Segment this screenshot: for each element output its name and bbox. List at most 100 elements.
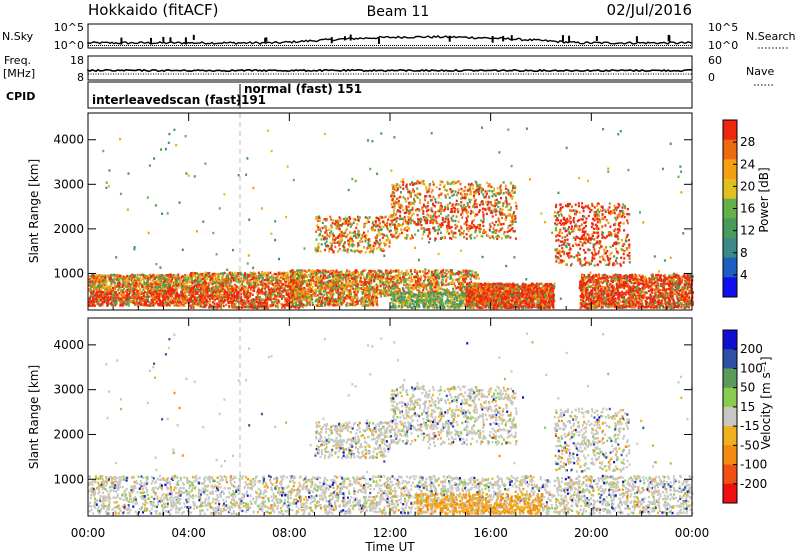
data-point [179, 279, 182, 282]
data-point [225, 275, 228, 278]
data-point [198, 294, 201, 297]
data-point [252, 306, 255, 309]
data-point [110, 273, 113, 277]
data-point [106, 288, 109, 292]
data-point [265, 285, 268, 288]
data-point [211, 292, 214, 296]
data-point [247, 287, 249, 291]
data-point [375, 289, 378, 292]
data-point [230, 277, 233, 281]
data-point [144, 274, 147, 277]
data-point [345, 294, 348, 297]
data-point [215, 306, 218, 310]
data-point [184, 275, 187, 278]
data-point [204, 278, 207, 281]
data-point [119, 288, 122, 291]
data-point [214, 281, 217, 285]
data-point [204, 285, 207, 288]
data-point [119, 284, 122, 287]
data-point [278, 294, 281, 297]
data-point [438, 277, 440, 280]
data-point [301, 303, 304, 307]
data-point [201, 298, 204, 301]
data-point [285, 278, 287, 281]
data-point [415, 274, 417, 277]
data-point [308, 289, 311, 292]
data-point [312, 271, 315, 274]
data-point [459, 288, 462, 291]
data-point [176, 302, 179, 306]
data-point [362, 289, 365, 293]
data-point [220, 306, 223, 310]
data-point [273, 303, 276, 306]
data-point [402, 276, 404, 279]
data-point [148, 286, 151, 289]
data-point [145, 276, 148, 279]
data-point [304, 298, 307, 301]
data-point [435, 277, 438, 280]
data-point [233, 294, 236, 297]
data-point [220, 283, 223, 286]
data-point [294, 285, 297, 288]
data-point [121, 296, 124, 299]
freq-trace [87, 68, 693, 75]
data-point [447, 282, 450, 286]
data-point [190, 274, 193, 278]
data-point [169, 294, 172, 298]
data-point [298, 286, 301, 289]
data-point [271, 277, 274, 280]
data-point [287, 278, 290, 281]
data-point [238, 278, 241, 281]
data-point [128, 293, 130, 296]
data-point [321, 272, 324, 275]
data-point [264, 304, 267, 307]
data-point [292, 293, 295, 297]
data-point [279, 285, 282, 288]
data-point [262, 273, 265, 276]
data-point [219, 299, 222, 303]
data-point [221, 297, 224, 300]
data-point [153, 275, 156, 278]
data-point [173, 285, 176, 289]
data-point [337, 281, 339, 285]
data-point [260, 290, 263, 294]
data-point [280, 285, 283, 288]
data-point [335, 283, 338, 287]
data-point [278, 288, 281, 291]
data-point [341, 277, 344, 280]
data-point [153, 302, 156, 305]
data-point [340, 273, 343, 276]
data-point [167, 298, 170, 302]
data-point [290, 301, 293, 304]
data-point [271, 282, 274, 286]
data-point [229, 297, 232, 300]
data-point [299, 291, 302, 294]
data-point [166, 295, 169, 299]
data-point [397, 269, 400, 272]
data-point [362, 303, 365, 306]
data-point [214, 280, 217, 283]
data-point [108, 298, 111, 302]
data-point [416, 279, 419, 282]
data-point [230, 280, 233, 283]
data-point [125, 294, 128, 297]
data-point [232, 279, 235, 282]
data-point [334, 273, 337, 276]
data-point [269, 291, 271, 295]
data-point [425, 284, 428, 287]
data-point [219, 292, 222, 295]
data-point [190, 306, 193, 309]
data-point [247, 293, 250, 296]
data-point [171, 299, 174, 302]
data-point [228, 291, 231, 295]
data-point [225, 296, 228, 299]
data-point [117, 295, 120, 298]
data-point [189, 291, 192, 294]
data-point [241, 303, 244, 306]
data-point [370, 282, 373, 285]
data-point [131, 275, 134, 279]
data-point [145, 287, 148, 290]
data-point [307, 288, 310, 291]
data-point [292, 281, 295, 285]
data-point [227, 276, 230, 280]
